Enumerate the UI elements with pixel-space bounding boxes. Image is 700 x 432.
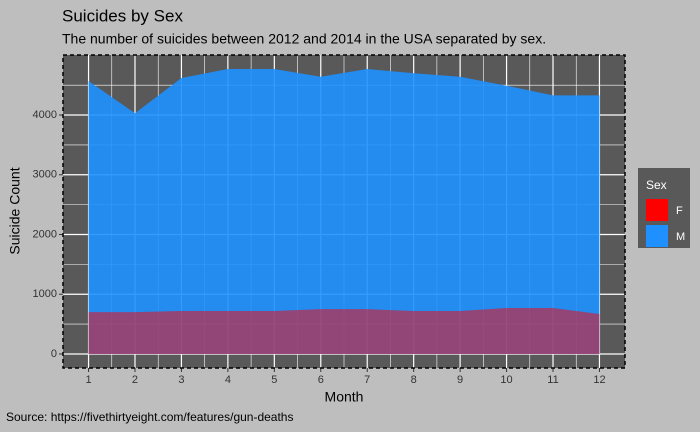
chart-subtitle: The number of suicides between 2012 and … xyxy=(62,31,546,47)
legend-key xyxy=(646,199,668,221)
panel-border xyxy=(62,54,626,369)
x-tick-label: 1 xyxy=(85,374,91,386)
legend-key xyxy=(646,225,668,247)
y-tick-label: 0 xyxy=(51,348,57,360)
area xyxy=(88,69,600,354)
x-axis-label: Month xyxy=(325,389,364,405)
caption: Source: https://fivethirtyeight.com/feat… xyxy=(6,410,293,424)
x-tick-label: 5 xyxy=(271,374,277,386)
x-tick-label: 3 xyxy=(178,374,184,386)
x-tick-label: 2 xyxy=(132,374,138,386)
x-tick-label: 9 xyxy=(457,374,463,386)
y-tick-label: 3000 xyxy=(33,169,57,181)
legend-label: M xyxy=(676,231,685,243)
x-tick-label: 6 xyxy=(318,374,324,386)
area xyxy=(88,307,600,354)
x-tick-label: 10 xyxy=(500,374,512,386)
x-tick-label: 8 xyxy=(411,374,417,386)
y-tick-label: 2000 xyxy=(33,228,57,240)
x-tick-label: 12 xyxy=(593,374,605,386)
x-tick-label: 4 xyxy=(225,374,231,386)
y-axis-label: Suicide Count xyxy=(7,167,23,254)
x-tick-label: 7 xyxy=(364,374,370,386)
legend-title: Sex xyxy=(646,178,667,192)
y-tick-label: 4000 xyxy=(33,109,57,121)
chart-title: Suicides by Sex xyxy=(62,6,183,25)
legend-label: F xyxy=(676,205,683,217)
y-tick-label: 1000 xyxy=(33,288,57,300)
x-tick-label: 11 xyxy=(547,374,558,386)
